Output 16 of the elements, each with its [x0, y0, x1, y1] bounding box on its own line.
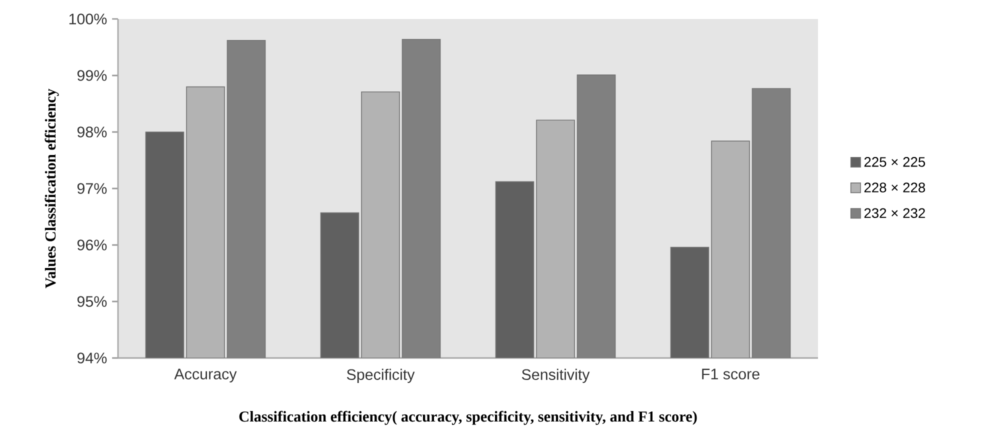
x-tick-label: Sensitivity	[522, 368, 590, 383]
legend-label: 225 × 225	[864, 157, 926, 167]
x-tick-label: F1 score	[702, 368, 760, 380]
y-tick-label: 94%	[77, 352, 107, 364]
y-axis-title: Values Classification efficiency	[44, 88, 59, 288]
y-tick-label: 100%	[69, 14, 107, 24]
y-tick-label: 97%	[77, 183, 107, 194]
y-tick-label: 99%	[77, 70, 107, 81]
legend-label: 232 × 232	[864, 208, 925, 218]
x-axis-title: Classification efficiency( accuracy, specificity, sensitivity, and F1 score)	[239, 410, 697, 425]
legend-label: 228 × 228	[864, 182, 926, 192]
y-tick-label: 95%	[77, 296, 107, 307]
y-tick-label: 96%	[77, 240, 107, 250]
x-tick-label: Specificity	[346, 368, 415, 383]
x-tick-label: Accuracy	[174, 368, 237, 382]
y-tick-label: 98%	[77, 126, 107, 138]
